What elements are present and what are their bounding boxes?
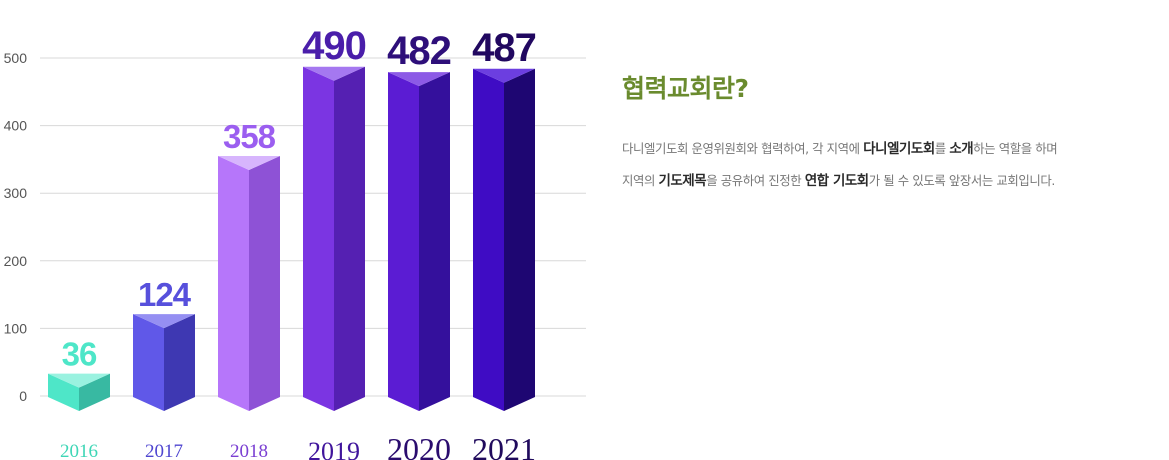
desc-text: 을 공유하여 진정한 [706, 173, 805, 188]
desc-text: 하는 역할을 하며 [973, 141, 1058, 156]
info-panel: 협력교회란? 다니엘기도회 운영위원회와 협력하여, 각 지역에 다니엘기도회를… [622, 72, 1167, 197]
x-tick-label: 2016 [60, 441, 98, 460]
desc-text: 다니엘기도회 운영위원회와 협력하여, 각 지역에 [622, 141, 864, 156]
x-tick-label: 2017 [145, 441, 183, 460]
bar-2017 [133, 314, 195, 411]
data-label: 124 [138, 276, 192, 313]
desc-emphasis: 기도제목 [658, 174, 707, 189]
desc-emphasis: 소개 [949, 142, 974, 157]
desc-text: 지역의 [622, 173, 659, 188]
bar-top-face [218, 155, 280, 170]
y-tick-label: 0 [19, 388, 27, 404]
bar-front-face [473, 68, 504, 412]
data-label: 358 [223, 118, 276, 155]
bar-side-face [334, 66, 365, 411]
desc-emphasis: 연합 기도회 [804, 174, 869, 189]
x-tick-label: 2018 [230, 441, 268, 460]
x-tick-label: 2020 [387, 431, 451, 460]
bar-2018 [218, 155, 280, 411]
bar-2019 [303, 66, 365, 411]
data-label: 482 [387, 29, 451, 73]
bar-side-face [419, 72, 450, 411]
desc-text: 를 [934, 141, 950, 156]
data-label: 36 [62, 336, 97, 373]
y-tick-label: 500 [4, 50, 28, 66]
y-axis: 0 100 200 300 400 500 [4, 50, 28, 404]
bar-top-face [48, 373, 110, 388]
bar-side-face [504, 68, 535, 412]
y-tick-label: 200 [4, 253, 28, 269]
bar-front-face [218, 155, 249, 411]
info-title: 협력교회란? [622, 74, 749, 103]
bar-front-face [48, 373, 79, 411]
y-tick-label: 300 [4, 185, 28, 201]
bar-top-face [388, 72, 450, 87]
y-tick-label: 100 [4, 320, 28, 336]
bar-top-face [133, 314, 195, 329]
bars [48, 66, 535, 412]
data-labels: 36 124 358 490 482 487 [62, 24, 537, 373]
bar-2020 [388, 72, 450, 411]
bar-2021 [473, 68, 535, 412]
bar-side-face [164, 314, 195, 411]
description-line-2: 지역의 기도제목을 공유하여 진정한 연합 기도회가 될 수 있도록 앞장서는 … [622, 165, 1167, 197]
desc-emphasis: 다니엘기도회 [863, 142, 935, 157]
x-tick-label: 2021 [472, 431, 536, 460]
bar-front-face [133, 314, 164, 411]
bar-top-face [473, 68, 535, 83]
bar-side-face [249, 155, 280, 411]
x-axis: 2016 2017 2018 2019 2020 2021 [60, 431, 536, 460]
data-label: 487 [472, 26, 536, 70]
x-tick-label: 2019 [308, 437, 360, 460]
info-description: 다니엘기도회 운영위원회와 협력하여, 각 지역에 다니엘기도회를 소개하는 역… [622, 133, 1167, 197]
bar-front-face [388, 72, 419, 411]
desc-text: 가 될 수 있도록 앞장서는 교회입니다. [868, 173, 1056, 188]
description-line-1: 다니엘기도회 운영위원회와 협력하여, 각 지역에 다니엘기도회를 소개하는 역… [622, 133, 1167, 165]
y-tick-label: 400 [4, 118, 28, 134]
bar-top-face [303, 66, 365, 81]
data-label: 490 [302, 24, 366, 68]
bar-side-face [79, 373, 110, 411]
bar-front-face [303, 66, 334, 411]
bar-2016 [48, 373, 110, 411]
